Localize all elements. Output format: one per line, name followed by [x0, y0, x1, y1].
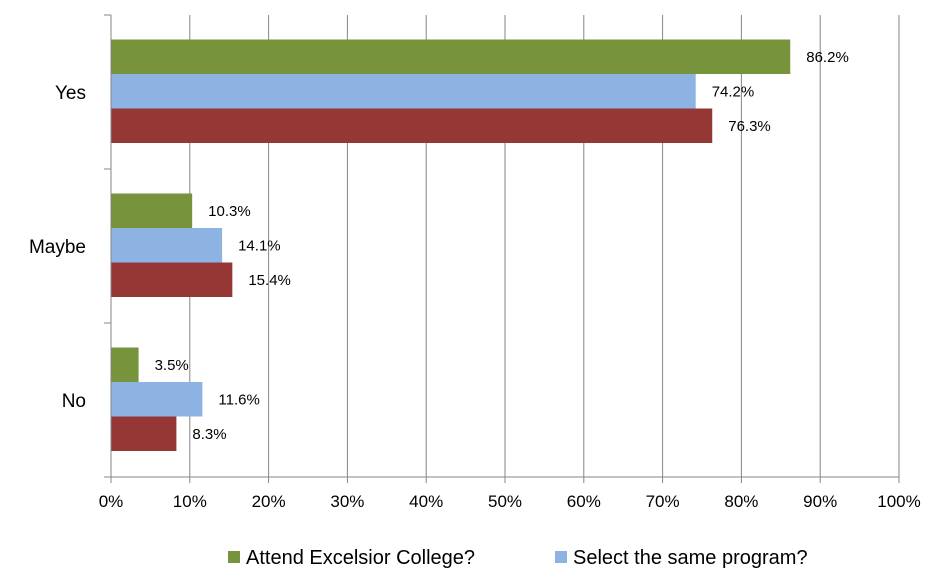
x-tick-label: 60%: [567, 492, 601, 511]
x-tick-label: 40%: [409, 492, 443, 511]
bar: [111, 228, 223, 263]
data-label: 15.4%: [248, 272, 291, 289]
data-label: 76.3%: [728, 118, 771, 135]
data-label: 8.3%: [192, 426, 226, 443]
category-label: Yes: [55, 83, 86, 104]
x-tick-label: 20%: [252, 492, 286, 511]
x-tick-label: 100%: [877, 492, 920, 511]
bar: [111, 262, 233, 297]
bar: [111, 39, 791, 74]
bar: [111, 382, 203, 417]
bar: [111, 347, 139, 382]
category-label: Maybe: [29, 237, 86, 258]
legend-swatch: [555, 551, 567, 563]
x-tick-label: 70%: [646, 492, 680, 511]
data-label: 10.3%: [208, 203, 251, 220]
x-tick-label: 50%: [488, 492, 522, 511]
bar: [111, 193, 193, 228]
bar: [111, 74, 696, 109]
bar: [111, 416, 177, 451]
category-label: No: [62, 391, 86, 412]
x-tick-label: 0%: [99, 492, 124, 511]
x-tick-label: 90%: [803, 492, 837, 511]
data-label: 3.5%: [155, 357, 189, 374]
data-label: 86.2%: [806, 49, 849, 66]
legend-label: Select the same program?: [573, 547, 808, 569]
x-tick-label: 30%: [330, 492, 364, 511]
x-tick-label: 10%: [173, 492, 207, 511]
legend-label: Attend Excelsior College?: [246, 547, 475, 569]
legend-swatch: [228, 551, 240, 563]
bar: [111, 108, 713, 143]
data-label: 11.6%: [218, 391, 259, 408]
data-label: 14.1%: [238, 237, 281, 254]
data-label: 74.2%: [712, 83, 755, 100]
x-tick-label: 80%: [724, 492, 758, 511]
